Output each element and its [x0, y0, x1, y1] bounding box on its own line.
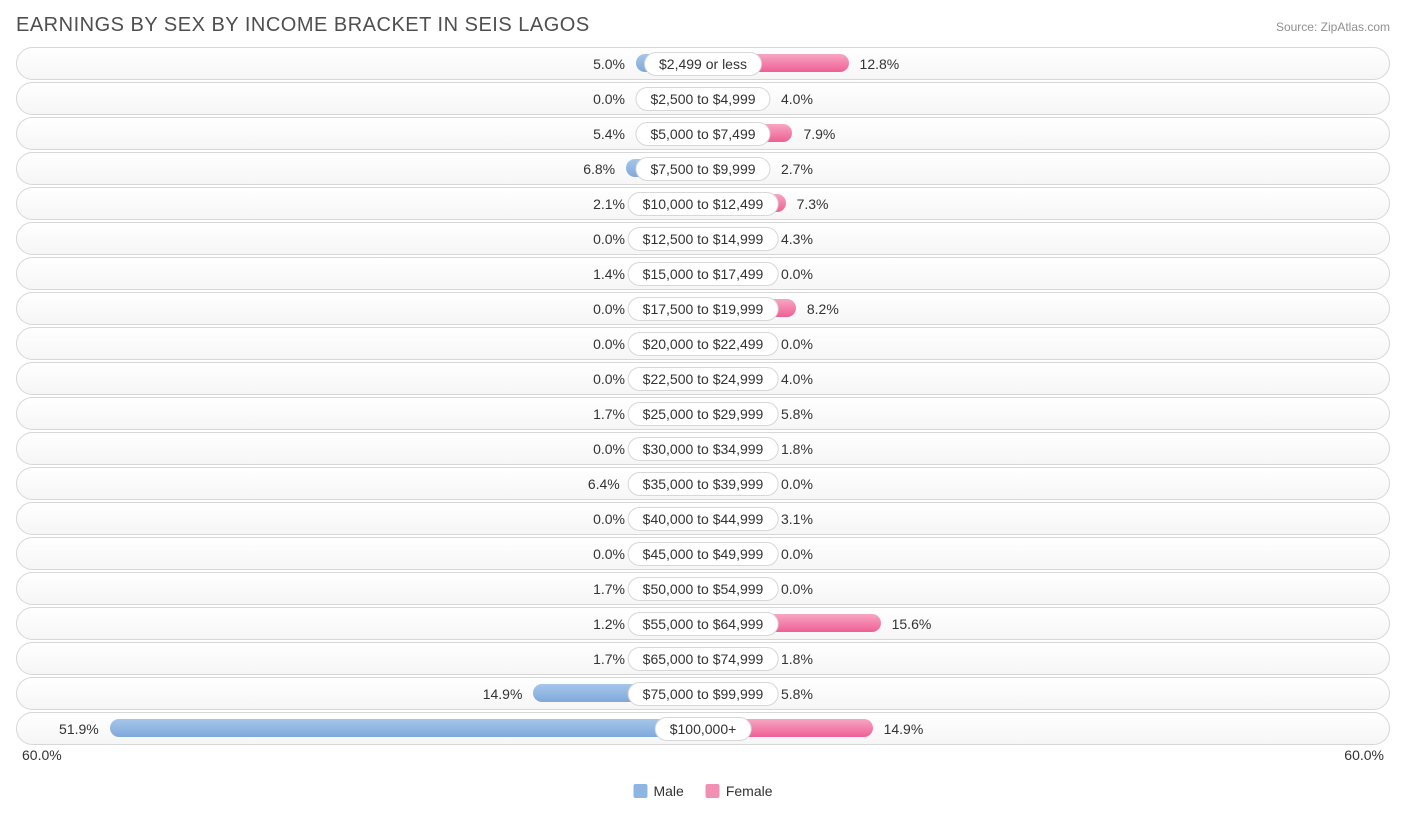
chart-row: $30,000 to $34,9990.0% 1.8% — [16, 432, 1390, 465]
male-percent: 14.9% — [483, 686, 523, 702]
legend-female-label: Female — [726, 783, 773, 799]
chart-title: EARNINGS BY SEX BY INCOME BRACKET IN SEI… — [16, 14, 590, 37]
bracket-label: $50,000 to $54,999 — [628, 577, 779, 601]
bracket-label: $12,500 to $14,999 — [628, 227, 779, 251]
chart-row: $17,500 to $19,9990.0% 8.2% — [16, 292, 1390, 325]
bracket-label: $45,000 to $49,999 — [628, 542, 779, 566]
female-percent: 12.8% — [860, 56, 900, 72]
bracket-label: $17,500 to $19,999 — [628, 297, 779, 321]
bracket-label: $7,500 to $9,999 — [635, 157, 770, 181]
chart-row: $20,000 to $22,4990.0% 0.0% — [16, 327, 1390, 360]
female-percent: 5.8% — [781, 686, 813, 702]
bracket-label: $30,000 to $34,999 — [628, 437, 779, 461]
male-percent: 0.0% — [593, 371, 625, 387]
female-percent: 0.0% — [781, 546, 813, 562]
male-percent: 0.0% — [593, 546, 625, 562]
chart-row: $40,000 to $44,9990.0% 3.1% — [16, 502, 1390, 535]
chart-row: $22,500 to $24,9990.0% 4.0% — [16, 362, 1390, 395]
bracket-label: $25,000 to $29,999 — [628, 402, 779, 426]
male-percent: 2.1% — [593, 196, 625, 212]
bracket-label: $22,500 to $24,999 — [628, 367, 779, 391]
male-percent: 6.4% — [588, 476, 620, 492]
axis-labels: 60.0% 60.0% — [16, 747, 1390, 763]
bracket-label: $65,000 to $74,999 — [628, 647, 779, 671]
chart-row: $2,500 to $4,999 0.0% 4.0% — [16, 82, 1390, 115]
male-percent: 51.9% — [59, 721, 99, 737]
bracket-label: $5,000 to $7,499 — [635, 122, 770, 146]
chart-row: $75,000 to $99,999 14.9% 5.8% — [16, 677, 1390, 710]
bracket-label: $75,000 to $99,999 — [628, 682, 779, 706]
male-percent: 1.4% — [593, 266, 625, 282]
female-percent: 7.3% — [797, 196, 829, 212]
male-percent: 1.7% — [593, 581, 625, 597]
butterfly-chart: $2,499 or less 5.0% 12.8% $2,500 to $4,999 0… — [16, 47, 1390, 745]
legend-male: Male — [633, 783, 683, 799]
male-percent: 0.0% — [593, 91, 625, 107]
female-percent: 14.9% — [884, 721, 924, 737]
female-percent: 5.8% — [781, 406, 813, 422]
chart-row: $55,000 to $64,9991.2% 15.6% — [16, 607, 1390, 640]
female-percent: 2.7% — [781, 161, 813, 177]
chart-row: $25,000 to $29,9991.7% 5.8% — [16, 397, 1390, 430]
female-percent: 15.6% — [892, 616, 932, 632]
bracket-label: $55,000 to $64,999 — [628, 612, 779, 636]
legend: Male Female — [633, 783, 772, 799]
male-percent: 5.0% — [593, 56, 625, 72]
male-percent: 0.0% — [593, 511, 625, 527]
bracket-label: $2,500 to $4,999 — [635, 87, 770, 111]
male-percent: 1.2% — [593, 616, 625, 632]
axis-right-max: 60.0% — [1344, 747, 1384, 763]
chart-row: $65,000 to $74,9991.7% 1.8% — [16, 642, 1390, 675]
chart-row: $12,500 to $14,9990.0% 4.3% — [16, 222, 1390, 255]
male-percent: 0.0% — [593, 231, 625, 247]
source-attribution: Source: ZipAtlas.com — [1276, 20, 1390, 34]
female-percent: 4.3% — [781, 231, 813, 247]
chart-row: $100,000+ 51.9% 14.9% — [16, 712, 1390, 745]
chart-row: $50,000 to $54,9991.7% 0.0% — [16, 572, 1390, 605]
bracket-label: $10,000 to $12,499 — [628, 192, 779, 216]
female-percent: 7.9% — [803, 126, 835, 142]
bracket-label: $100,000+ — [655, 717, 752, 741]
chart-row: $7,500 to $9,999 6.8% 2.7% — [16, 152, 1390, 185]
male-percent: 1.7% — [593, 406, 625, 422]
male-percent: 0.0% — [593, 441, 625, 457]
chart-row: $10,000 to $12,4992.1% 7.3% — [16, 187, 1390, 220]
female-percent: 1.8% — [781, 441, 813, 457]
bracket-label: $35,000 to $39,999 — [628, 472, 779, 496]
male-percent: 5.4% — [593, 126, 625, 142]
bracket-label: $15,000 to $17,499 — [628, 262, 779, 286]
female-percent: 3.1% — [781, 511, 813, 527]
female-percent: 8.2% — [807, 301, 839, 317]
male-percent: 1.7% — [593, 651, 625, 667]
male-swatch-icon — [633, 784, 647, 798]
female-percent: 1.8% — [781, 651, 813, 667]
chart-row: $35,000 to $39,999 6.4% 0.0% — [16, 467, 1390, 500]
male-percent: 0.0% — [593, 336, 625, 352]
legend-female: Female — [706, 783, 773, 799]
axis-left-max: 60.0% — [22, 747, 62, 763]
chart-row: $45,000 to $49,9990.0% 0.0% — [16, 537, 1390, 570]
chart-row: $2,499 or less 5.0% 12.8% — [16, 47, 1390, 80]
bracket-label: $40,000 to $44,999 — [628, 507, 779, 531]
bracket-label: $2,499 or less — [644, 52, 762, 76]
female-percent: 0.0% — [781, 336, 813, 352]
female-swatch-icon — [706, 784, 720, 798]
bracket-label: $20,000 to $22,499 — [628, 332, 779, 356]
male-percent: 0.0% — [593, 301, 625, 317]
legend-male-label: Male — [653, 783, 683, 799]
female-percent: 4.0% — [781, 371, 813, 387]
female-percent: 0.0% — [781, 266, 813, 282]
female-percent: 4.0% — [781, 91, 813, 107]
chart-row: $5,000 to $7,499 5.4% 7.9% — [16, 117, 1390, 150]
female-percent: 0.0% — [781, 476, 813, 492]
female-percent: 0.0% — [781, 581, 813, 597]
male-percent: 6.8% — [583, 161, 615, 177]
male-bar — [110, 719, 704, 737]
chart-row: $15,000 to $17,4991.4% 0.0% — [16, 257, 1390, 290]
